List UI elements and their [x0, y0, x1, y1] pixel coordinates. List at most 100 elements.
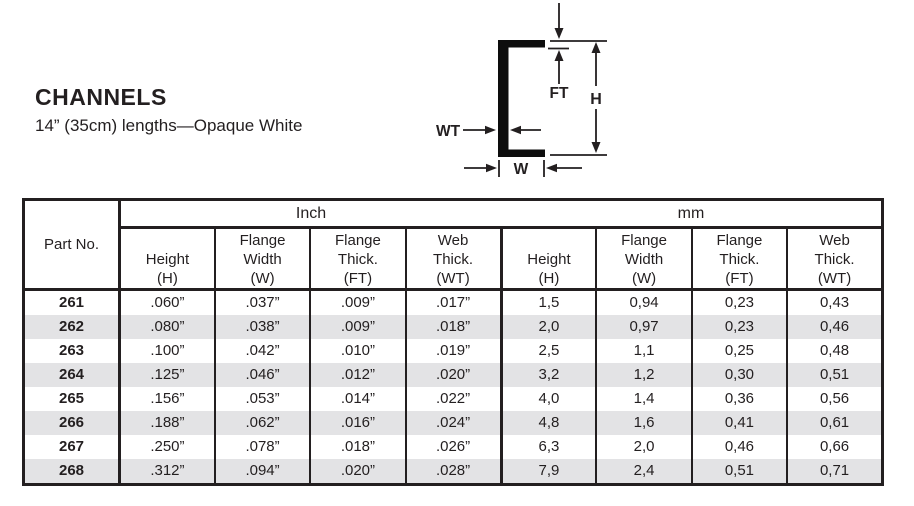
cell: 0,23	[690, 315, 788, 339]
cell: .080”	[117, 315, 215, 339]
column-header-row: Height (H) Flange Width (W) Flange Thick…	[24, 227, 883, 291]
cell: .100”	[117, 339, 215, 363]
table-row: 261 .060” .037” .009” .017” 1,5 0,94 0,2…	[23, 289, 883, 315]
cell: .094”	[213, 459, 311, 485]
title-block: CHANNELS 14” (35cm) lengths—Opaque White	[35, 84, 302, 136]
web-thickness-arrows	[463, 125, 541, 135]
cell: .012”	[309, 363, 406, 387]
cell: .125”	[117, 363, 215, 387]
cell: 2,5	[499, 339, 597, 363]
height-label: H	[590, 91, 602, 108]
cell: 7,9	[499, 459, 597, 485]
cell: 0,71	[786, 459, 883, 485]
cell: 0,25	[690, 339, 788, 363]
cell: .026”	[404, 435, 501, 459]
cell: .009”	[309, 289, 406, 315]
table-row: 264 .125” .046” .012” .020” 3,2 1,2 0,30…	[23, 363, 883, 387]
col-header-web-thick-mm: Web Thick. (WT)	[786, 227, 883, 291]
cell: 0,94	[595, 289, 692, 315]
cell: .053”	[213, 387, 311, 411]
mm-group-header: mm	[501, 199, 883, 229]
cell: .312”	[117, 459, 215, 485]
cell: 6,3	[499, 435, 597, 459]
cell: 0,48	[786, 339, 883, 363]
part-no-cell: 266	[23, 411, 121, 435]
part-no-cell: 264	[23, 363, 121, 387]
cell: .022”	[404, 387, 501, 411]
col-header-flange-thick-mm: Flange Thick. (FT)	[690, 227, 788, 291]
cell: 0,23	[690, 289, 788, 315]
cell: .078”	[213, 435, 311, 459]
cell: .038”	[213, 315, 311, 339]
cell: .062”	[213, 411, 311, 435]
col-header-flange-thick-inch: Flange Thick. (FT)	[309, 227, 406, 291]
cell: .060”	[117, 289, 215, 315]
page-title: CHANNELS	[35, 84, 167, 110]
part-no-cell: 262	[23, 315, 121, 339]
col-header-height-mm: Height (H)	[499, 227, 597, 291]
cell: .010”	[309, 339, 406, 363]
cell: .018”	[309, 435, 406, 459]
part-no-header: Part No.	[23, 199, 121, 291]
col-header-web-thick-inch: Web Thick. (WT)	[404, 227, 501, 291]
channel-cross-section-diagram: FT H WT W	[436, 3, 607, 178]
cell: 4,8	[499, 411, 597, 435]
cell: 0,30	[690, 363, 788, 387]
cell: 1,2	[595, 363, 692, 387]
col-header-flange-width-inch: Flange Width (W)	[213, 227, 311, 291]
cell: 2,4	[595, 459, 692, 485]
cell: .016”	[309, 411, 406, 435]
cell: 2,0	[499, 315, 597, 339]
table-row: 266 .188” .062” .016” .024” 4,8 1,6 0,41…	[23, 411, 883, 435]
cell: 0,51	[690, 459, 788, 485]
col-header-height-inch: Height (H)	[117, 227, 215, 291]
cell: 0,41	[690, 411, 788, 435]
cell: 2,0	[595, 435, 692, 459]
cell: .250”	[117, 435, 215, 459]
cell: 0,43	[786, 289, 883, 315]
width-dimension-arrows	[464, 160, 582, 177]
cell: 0,66	[786, 435, 883, 459]
inch-group-header: Inch	[119, 199, 501, 229]
height-dimension-arrow	[591, 42, 601, 153]
cell: 1,4	[595, 387, 692, 411]
cell: .046”	[213, 363, 311, 387]
top-dimension-arrow	[554, 3, 564, 39]
part-no-cell: 263	[23, 339, 121, 363]
cell: .024”	[404, 411, 501, 435]
width-label: W	[514, 161, 529, 178]
cell: 1,1	[595, 339, 692, 363]
cell: .037”	[213, 289, 311, 315]
cell: 3,2	[499, 363, 597, 387]
cell: 0,61	[786, 411, 883, 435]
col-header-flange-width-mm: Flange Width (W)	[595, 227, 692, 291]
table-row: 267 .250” .078” .018” .026” 6,3 2,0 0,46…	[23, 435, 883, 459]
cell: .188”	[117, 411, 215, 435]
table-row: 265 .156” .053” .014” .022” 4,0 1,4 0,36…	[23, 387, 883, 411]
page-subtitle: 14” (35cm) lengths—Opaque White	[35, 116, 303, 135]
part-no-cell: 267	[23, 435, 121, 459]
cell: 1,5	[499, 289, 597, 315]
cell: 0,36	[690, 387, 788, 411]
cell: 0,46	[690, 435, 788, 459]
cell: 0,56	[786, 387, 883, 411]
cell: .156”	[117, 387, 215, 411]
cell: .014”	[309, 387, 406, 411]
cell: .019”	[404, 339, 501, 363]
table-row: 263 .100” .042” .010” .019” 2,5 1,1 0,25…	[23, 339, 883, 363]
table-row: 262 .080” .038” .009” .018” 2,0 0,97 0,2…	[23, 315, 883, 339]
cell: 4,0	[499, 387, 597, 411]
cell: .028”	[404, 459, 501, 485]
part-no-cell: 261	[23, 289, 121, 315]
flange-thickness-arrow	[554, 50, 564, 84]
cell: .009”	[309, 315, 406, 339]
cell: .017”	[404, 289, 501, 315]
cell: 0,97	[595, 315, 692, 339]
cell: .018”	[404, 315, 501, 339]
part-no-cell: 268	[23, 459, 121, 485]
channel-shape	[498, 40, 545, 157]
cell: 1,6	[595, 411, 692, 435]
flange-thickness-label: FT	[550, 85, 569, 102]
cell: 0,51	[786, 363, 883, 387]
unit-group-row: Part No. Inch mm	[23, 199, 883, 291]
